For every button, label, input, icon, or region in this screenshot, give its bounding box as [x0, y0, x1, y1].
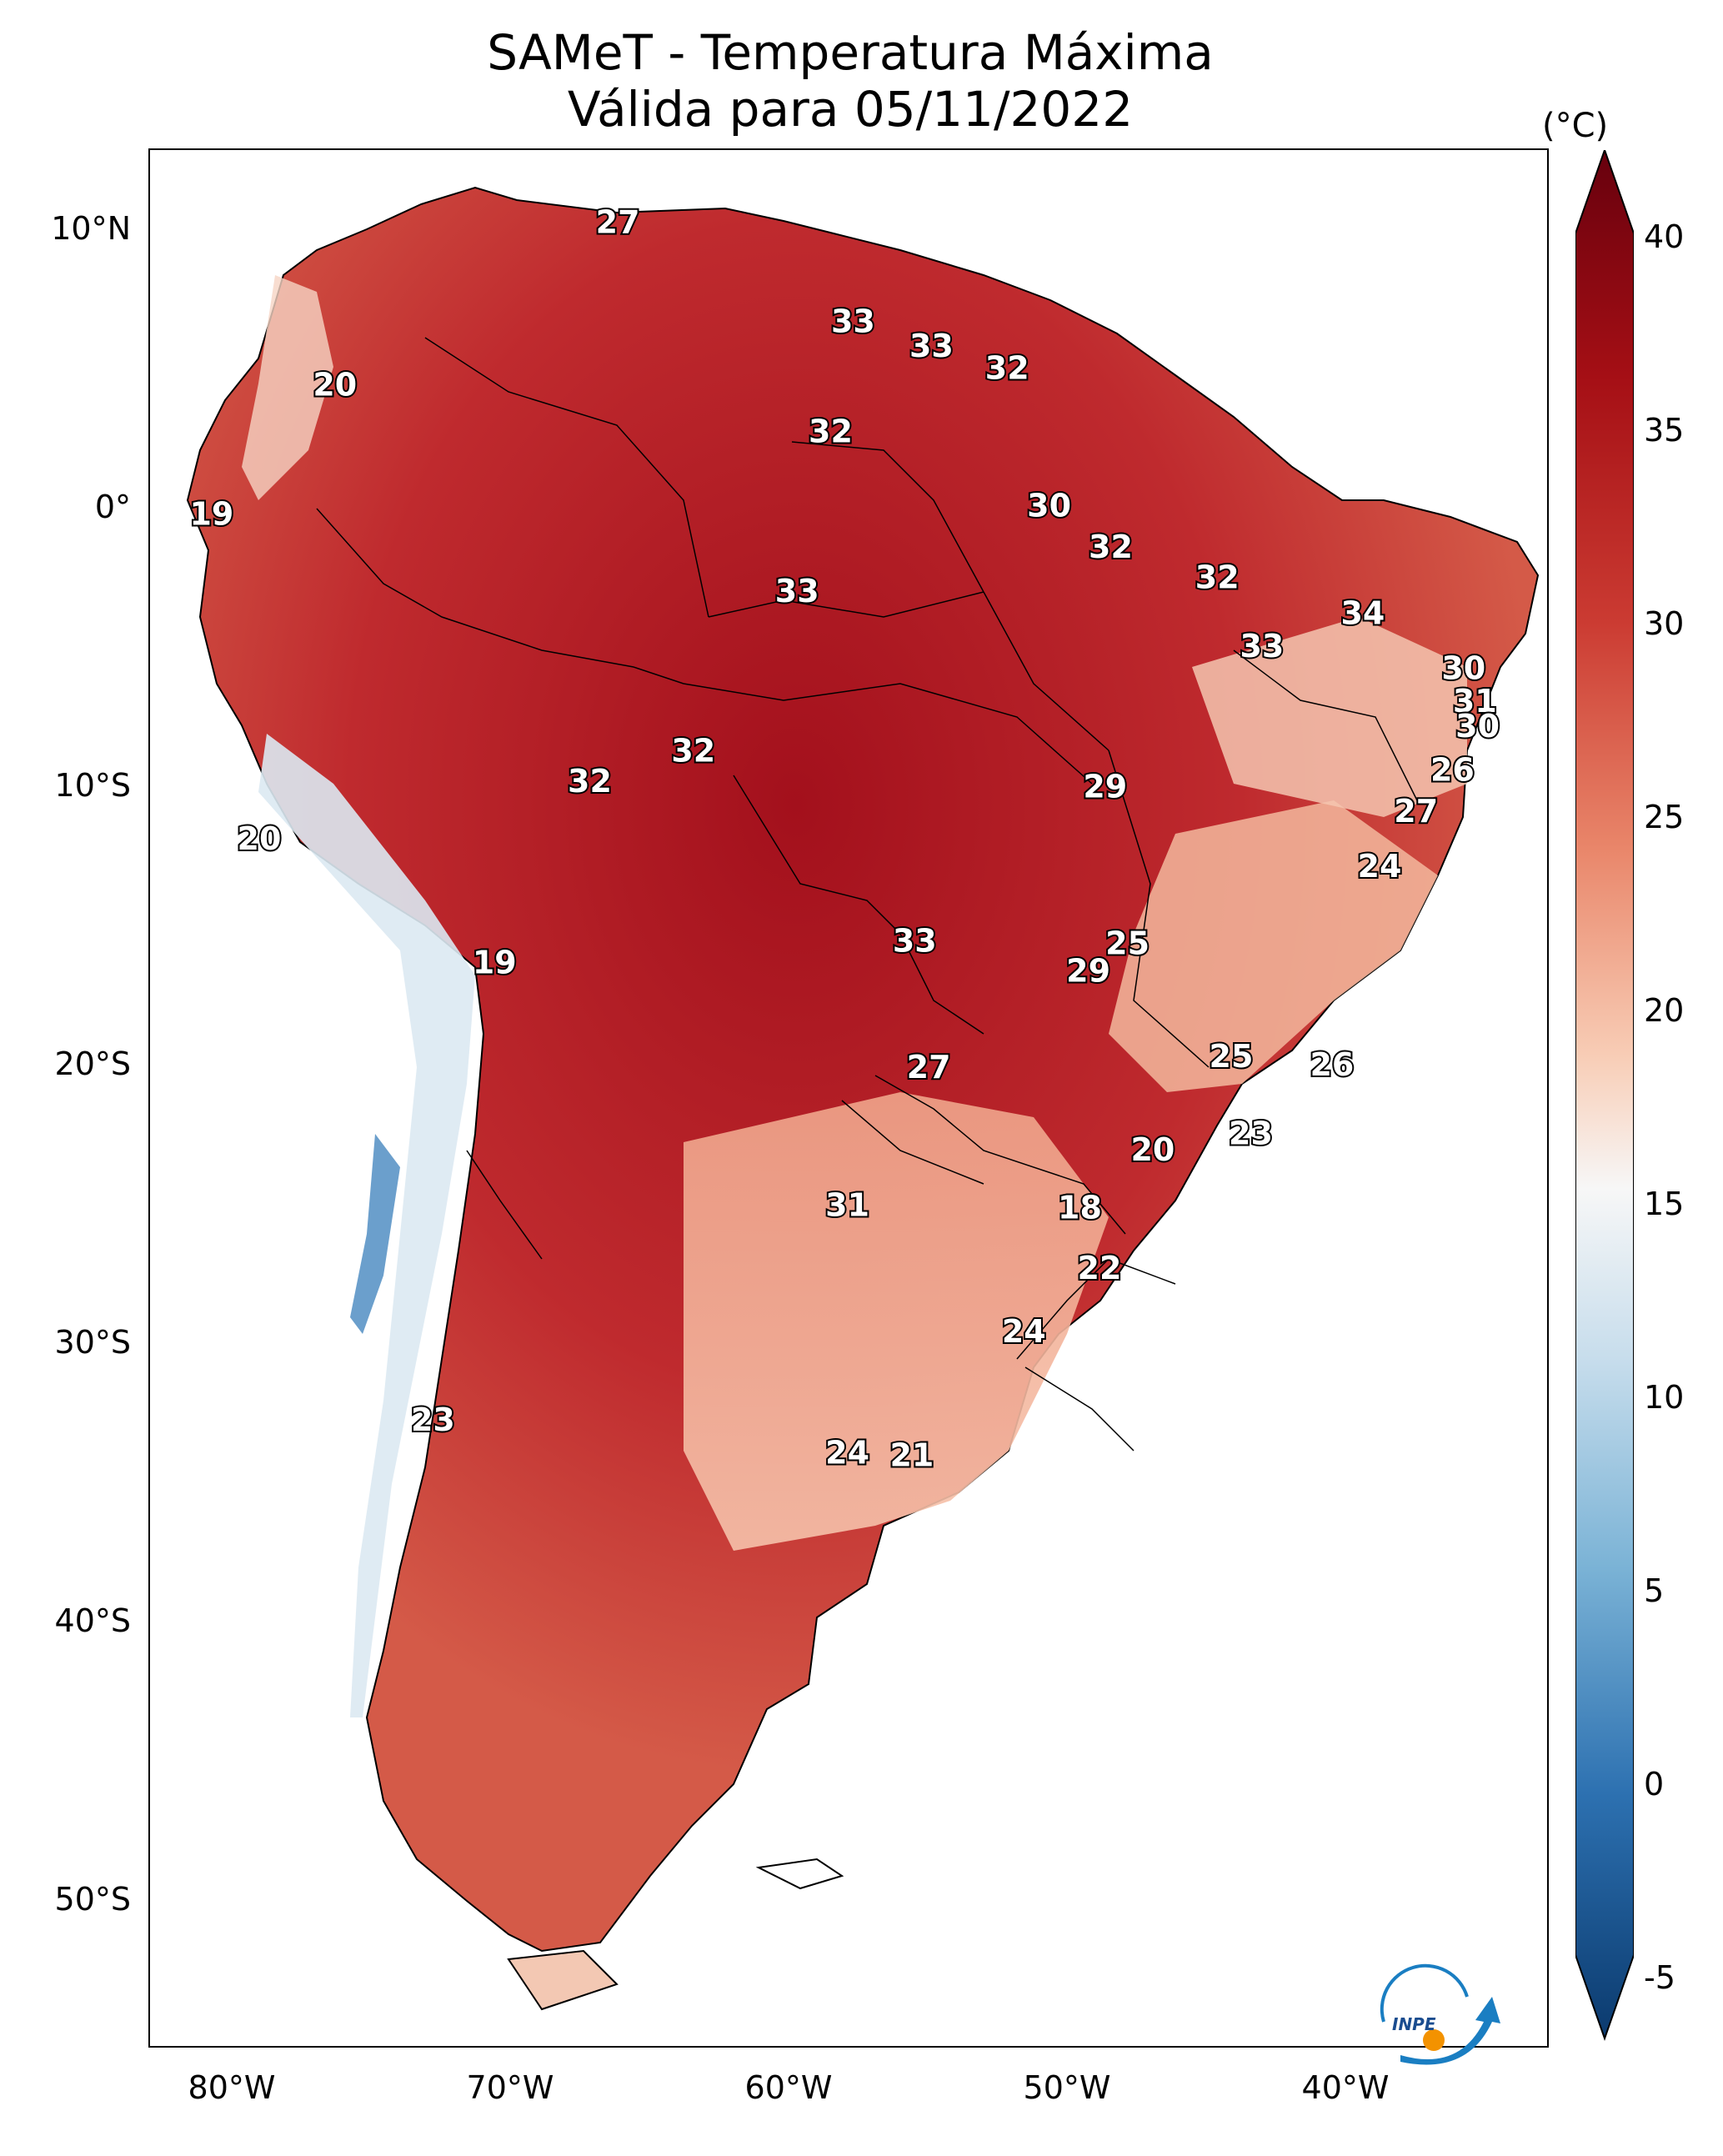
temperature-label: 19 — [473, 945, 517, 981]
temperature-label: 31 — [825, 1186, 869, 1223]
southern-cone-region — [684, 1092, 1109, 1551]
map-panel[interactable]: 27 33 33 32 20 32 30 19 32 32 33 34 33 30 31 30 32 26 32 29… — [148, 148, 1549, 2048]
temperature-label: 25 — [1210, 1038, 1254, 1075]
temperature-label: 32 — [671, 733, 715, 770]
lat-tick: 20°S — [54, 1045, 131, 1082]
temperature-label: 32 — [1089, 529, 1133, 565]
colombia-andes-cool — [242, 275, 333, 500]
temperature-label: 32 — [985, 350, 1029, 387]
temperature-label: 32 — [1195, 559, 1240, 596]
lon-tick: 60°W — [744, 2069, 833, 2106]
colorbar-tick-label: 10 — [1644, 1379, 1685, 1416]
colorbar-tick-label: 0 — [1644, 1766, 1665, 1803]
temperature-label: 19 — [189, 496, 233, 533]
colorbar — [1575, 150, 1634, 2042]
lon-tick: 40°W — [1301, 2069, 1390, 2106]
temperature-label: 30 — [1455, 708, 1500, 745]
northeast-interior-region — [1192, 617, 1467, 817]
temperature-label: 24 — [825, 1434, 869, 1471]
temperature-label: 34 — [1340, 594, 1385, 631]
lat-tick: 50°S — [54, 1881, 131, 1918]
temperature-label: 18 — [1058, 1190, 1102, 1226]
falkland-islands — [755, 1858, 844, 1890]
temperature-label: 27 — [1394, 793, 1438, 830]
temperature-label: 31 — [1453, 683, 1497, 720]
colorbar-tick-label: 40 — [1644, 218, 1685, 255]
colorbar-tick-label: 30 — [1644, 605, 1685, 642]
temperature-label: 33 — [1240, 628, 1284, 664]
temperature-label: 20 — [313, 366, 357, 403]
map-subtitle: Válida para 05/11/2022 — [567, 81, 1134, 138]
lon-tick: 80°W — [188, 2069, 276, 2106]
logo-text: INPE — [1392, 2014, 1436, 2034]
colorbar-tick-label: 35 — [1644, 412, 1685, 449]
temperature-label: 22 — [1078, 1250, 1122, 1286]
colorbar-tick-label: 25 — [1644, 799, 1685, 835]
lat-tick: 10°S — [54, 767, 131, 804]
temperature-label: 32 — [809, 414, 853, 450]
southeast-brazil-region — [1109, 800, 1438, 1092]
colorbar-tick-label: -5 — [1644, 1959, 1675, 1996]
temperature-label: 26 — [1310, 1046, 1354, 1083]
temperature-label: 24 — [1002, 1313, 1046, 1350]
temperature-label: 25 — [1105, 925, 1150, 962]
lat-tick: 10°N — [51, 210, 131, 247]
temperature-label: 29 — [1066, 953, 1110, 990]
lat-tick: 40°S — [54, 1602, 131, 1639]
temperature-label: 33 — [831, 303, 875, 340]
temperature-label: 26 — [1430, 752, 1475, 789]
temperature-label: 30 — [1027, 488, 1071, 524]
temperature-label: 21 — [889, 1437, 934, 1474]
temperature-label: 33 — [909, 328, 954, 364]
inpe-logo: INPE — [1380, 1963, 1500, 2065]
map-title: SAMeT - Temperatura Máxima — [487, 24, 1214, 81]
tierra-del-fuego — [507, 1949, 619, 2011]
temperature-label: 29 — [1083, 768, 1127, 805]
temperature-label: 27 — [596, 204, 640, 241]
colorbar-tick-label: 20 — [1644, 992, 1685, 1029]
lon-tick: 50°W — [1023, 2069, 1111, 2106]
country-borders — [316, 337, 1418, 1452]
andes-cold-core — [350, 1134, 400, 1334]
lat-tick: 0° — [94, 489, 131, 525]
temperature-label: 24 — [1358, 848, 1402, 885]
colorbar-gradient — [1575, 150, 1634, 2042]
colorbar-tick-label: 5 — [1644, 1572, 1665, 1609]
andes-cool-strip — [258, 734, 475, 1717]
lat-tick: 30°S — [54, 1324, 131, 1361]
colorbar-unit: (°C) — [1542, 107, 1609, 145]
colorbar-tick-label: 15 — [1644, 1186, 1685, 1222]
temperature-label: 32 — [568, 763, 612, 800]
temperature-label: 33 — [893, 922, 937, 959]
temperature-label: 30 — [1441, 650, 1485, 687]
temperature-label: 23 — [1229, 1115, 1273, 1151]
temperature-label: 27 — [907, 1049, 951, 1086]
temperature-label: 20 — [238, 820, 282, 857]
temperature-label: 33 — [775, 573, 819, 609]
lon-tick: 70°W — [466, 2069, 554, 2106]
temperature-label: 23 — [411, 1401, 455, 1438]
temperature-label: 20 — [1130, 1131, 1175, 1168]
